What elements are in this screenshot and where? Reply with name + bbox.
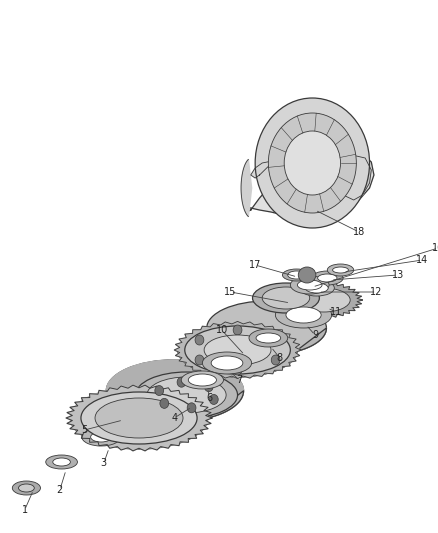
Polygon shape [71,391,244,449]
Circle shape [209,394,218,405]
Text: 5: 5 [81,425,88,435]
Circle shape [271,355,280,365]
Ellipse shape [262,287,310,309]
Text: 1: 1 [21,505,28,515]
Ellipse shape [286,307,321,323]
Ellipse shape [181,371,223,389]
Circle shape [205,382,213,392]
Polygon shape [174,321,301,378]
Ellipse shape [318,274,337,282]
Ellipse shape [106,360,244,422]
Text: 3: 3 [101,458,107,468]
Polygon shape [251,148,330,178]
Polygon shape [334,155,371,200]
Ellipse shape [284,131,340,195]
Circle shape [155,385,164,395]
Text: 8: 8 [277,353,283,363]
Ellipse shape [305,283,328,293]
Text: 9: 9 [312,330,318,340]
Ellipse shape [249,329,288,347]
Text: 10: 10 [215,325,228,335]
Text: 7: 7 [236,375,243,385]
Polygon shape [71,360,244,418]
Circle shape [233,325,242,335]
Ellipse shape [147,377,226,413]
Ellipse shape [135,372,237,418]
Polygon shape [285,282,363,318]
Ellipse shape [255,98,370,228]
Circle shape [195,355,204,365]
Ellipse shape [276,302,332,328]
Ellipse shape [95,398,183,438]
Ellipse shape [207,301,326,355]
Ellipse shape [46,455,78,469]
Text: 6: 6 [206,393,212,403]
Text: 15: 15 [224,287,237,297]
Text: 14: 14 [416,255,428,265]
Text: 12: 12 [371,287,383,297]
Text: 11: 11 [330,307,342,317]
Ellipse shape [188,374,216,386]
Ellipse shape [290,276,329,294]
Ellipse shape [332,267,348,273]
Ellipse shape [297,288,350,312]
Ellipse shape [82,428,120,446]
Text: 17: 17 [249,260,261,270]
Ellipse shape [185,326,290,374]
Ellipse shape [311,271,343,285]
Circle shape [177,377,186,387]
Ellipse shape [268,113,357,213]
Polygon shape [244,153,374,222]
Ellipse shape [81,392,197,444]
Ellipse shape [299,280,334,296]
Ellipse shape [53,458,71,466]
Circle shape [233,365,242,375]
Ellipse shape [288,271,305,279]
Ellipse shape [204,335,271,365]
Circle shape [195,335,204,345]
Circle shape [271,335,280,345]
Polygon shape [241,159,252,216]
Ellipse shape [283,269,311,281]
Text: 4: 4 [171,413,177,423]
Ellipse shape [91,432,112,442]
Polygon shape [66,385,212,451]
Ellipse shape [253,283,319,313]
Text: 2: 2 [57,485,63,495]
Circle shape [187,403,196,413]
Ellipse shape [297,280,322,290]
Ellipse shape [256,333,281,343]
Circle shape [160,398,169,408]
Text: 16: 16 [432,243,438,253]
Ellipse shape [211,356,243,370]
Text: 18: 18 [353,227,365,237]
Ellipse shape [18,484,34,492]
Ellipse shape [202,352,252,374]
Text: 13: 13 [392,270,404,280]
Ellipse shape [327,264,354,276]
Polygon shape [178,328,326,377]
Ellipse shape [12,481,40,495]
Ellipse shape [298,267,316,283]
